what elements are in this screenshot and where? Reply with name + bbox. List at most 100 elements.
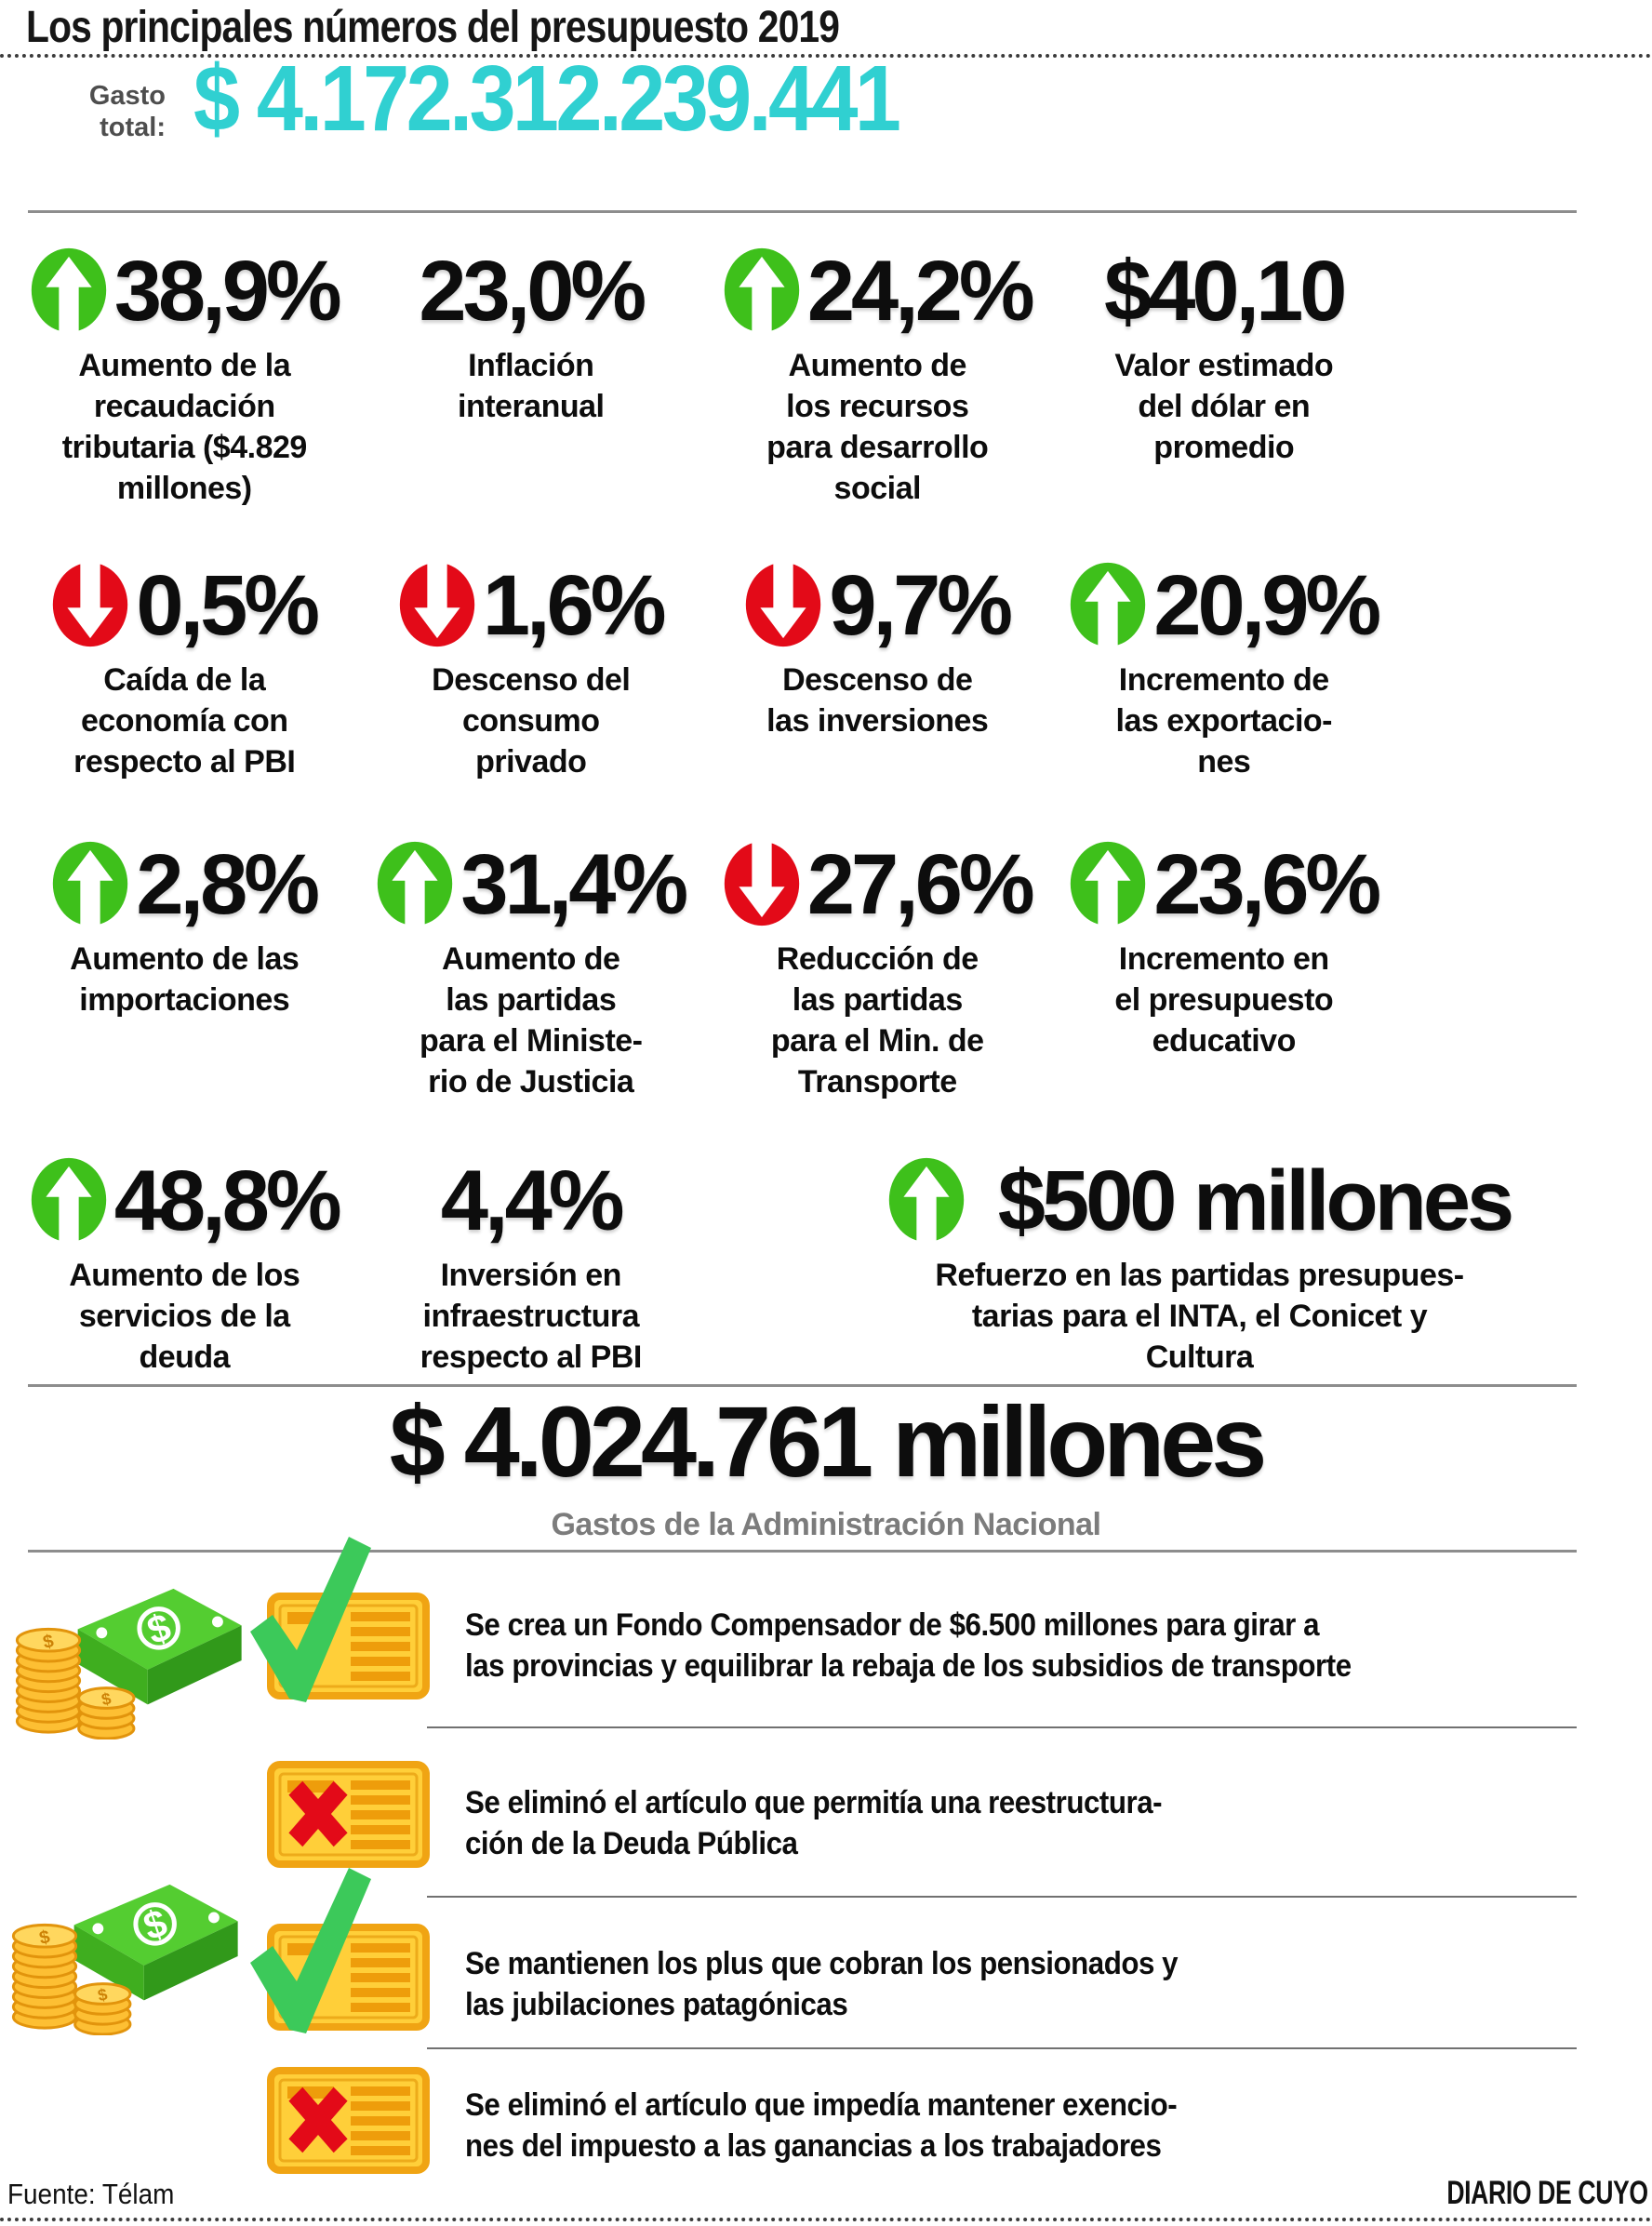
down-arrow-icon [399,562,475,647]
stat-label: Aumento de las importaciones [70,941,300,1018]
divider [28,1550,1577,1553]
stat-value: 38,9% [113,244,342,339]
stat-value-row: 24,2% [724,244,1035,339]
measure-text: Se mantienen los plus que cobran los pen… [465,1946,1179,2022]
stat-card: 38,9% Aumento de la recaudación tributar… [11,233,358,547]
stat-label: Inversión en infraestructura respecto al… [420,1258,643,1375]
stat-card: 24,2% Aumento de los recursos para desar… [704,233,1051,547]
up-arrow-icon [52,841,128,926]
measure-text: Se eliminó el artículo que impedía mante… [465,2087,1178,2164]
stat-value-row: 27,6% [724,837,1035,932]
check-icon [250,1537,371,1702]
stat-card: 27,6% Reducción de las partidas para el … [704,826,1051,1142]
up-arrow-icon [1070,841,1146,926]
stat-card: 48,8% Aumento de los servicios de la deu… [11,1142,358,1379]
check-icon [250,1868,371,2033]
stat-value-row: $500 millones [888,1153,1514,1248]
up-arrow-icon [724,247,800,333]
divider [28,210,1577,213]
stat-label: Incremento de las exportacio- nes [1115,662,1333,780]
stat-value-row: 2,8% [52,837,320,932]
svg-text:$: $ [37,1926,51,1949]
svg-text:$: $ [96,1985,109,2006]
stat-card: 20,9% Incremento de las exportacio- nes [1051,547,1398,826]
dotted-rule-top [0,54,1652,58]
document-x-icon [267,2067,430,2174]
stat-card: 9,7% Descenso de las inversiones [704,547,1051,826]
x-icon [288,1780,348,1847]
stat-value-row: 9,7% [745,558,1013,653]
stat-value-row: 1,6% [399,558,667,653]
national-admin-total: $ 4.024.761 millones [389,1385,1268,1498]
stat-value: 48,8% [113,1153,342,1248]
stat-value: 27,6% [806,837,1035,932]
up-arrow-icon [888,1157,965,1243]
dotted-rule-bottom [0,2218,1652,2221]
newspaper-brand: DIARIO DE CUYO [1446,2175,1649,2211]
stat-label: Aumento de los servicios de la deuda [69,1258,300,1375]
stat-label: Reducción de las partidas para el Min. d… [770,941,984,1100]
stat-card-wide: $500 millones Refuerzo en las partidas p… [704,1142,1555,1379]
svg-text:$: $ [100,1689,113,1710]
x-icon [288,2086,348,2153]
stat-value-row: $40,10 [1104,244,1347,339]
national-admin-caption: Gastos de la Administración Nacional [551,1507,1101,1542]
divider [427,2047,1577,2049]
stat-value: 0,5% [136,558,320,653]
stat-card: 23,6% Incremento en el presupuesto educa… [1051,826,1398,1142]
document-x-icon [267,1761,430,1868]
stat-value: 24,2% [806,244,1035,339]
stat-value: 31,4% [460,837,688,932]
up-arrow-icon [377,841,453,926]
stat-label: Descenso de las inversiones [766,662,989,739]
stat-card: 2,8% Aumento de las importaciones [11,826,358,1142]
stat-label: Aumento de la recaudación tributaria ($4… [61,348,308,506]
measure-text: Se crea un Fondo Compensador de $6.500 m… [465,1607,1352,1684]
stat-value: $500 millones [997,1153,1514,1248]
stat-value-row: 20,9% [1070,560,1381,649]
stat-value-row: 23,0% [419,244,646,339]
down-arrow-icon [724,841,800,926]
stat-label: Aumento de los recursos para desarrollo … [766,348,989,506]
stat-value: 4,4% [440,1153,625,1248]
page-title: Los principales números del presupuesto … [26,3,840,52]
money-icon: $ $ $ [7,1872,246,2035]
stat-value-row: 4,4% [440,1153,625,1248]
stat-label: Valor estimado del dólar en promedio [1114,348,1334,465]
stat-label: Refuerzo en las partidas presupues- tari… [935,1258,1464,1375]
up-arrow-icon [31,247,107,333]
svg-text:$: $ [41,1631,55,1653]
stat-value: 23,0% [419,244,646,339]
measure-text: Se eliminó el artículo que permitía una … [465,1785,1163,1861]
stat-label: Caída de la economía con respecto al PBI [73,662,296,780]
document-check-icon [250,1537,430,1702]
money-icon: $ $ $ [11,1576,249,1739]
stat-value: 23,6% [1153,837,1381,932]
stat-card: 23,0% Inflación interanual [358,233,705,547]
stat-value: 9,7% [829,558,1013,653]
stat-label: Descenso del consumo privado [432,662,631,780]
stat-value-row: 31,4% [377,837,688,932]
stat-card: 1,6% Descenso del consumo privado [358,547,705,826]
stat-card: 0,5% Caída de la economía con respecto a… [11,547,358,826]
source-credit: Fuente: Télam [7,2178,175,2210]
stat-value-row: 0,5% [52,558,320,653]
divider [427,1726,1577,1728]
stat-value: $40,10 [1104,244,1347,339]
stat-card: $40,10 Valor estimado del dólar en prome… [1051,233,1398,547]
stat-value: 1,6% [482,558,667,653]
stat-value-row: 38,9% [31,244,342,339]
divider [28,1384,1577,1387]
stat-card: 4,4% Inversión en infraestructura respec… [358,1142,705,1379]
stat-card: 31,4% Aumento de las partidas para el Mi… [358,826,705,1142]
up-arrow-icon [1070,562,1146,647]
divider [427,1896,1577,1898]
stat-value: 2,8% [136,837,320,932]
total-spending-value: $ 4.172.312.239.441 [193,47,901,151]
down-arrow-icon [52,562,128,647]
total-spending-label: Gasto total: [88,81,166,143]
stat-value-row: 48,8% [31,1153,342,1248]
stat-label: Inflación interanual [458,348,605,424]
stat-label: Aumento de las partidas para el Ministe-… [419,941,643,1100]
